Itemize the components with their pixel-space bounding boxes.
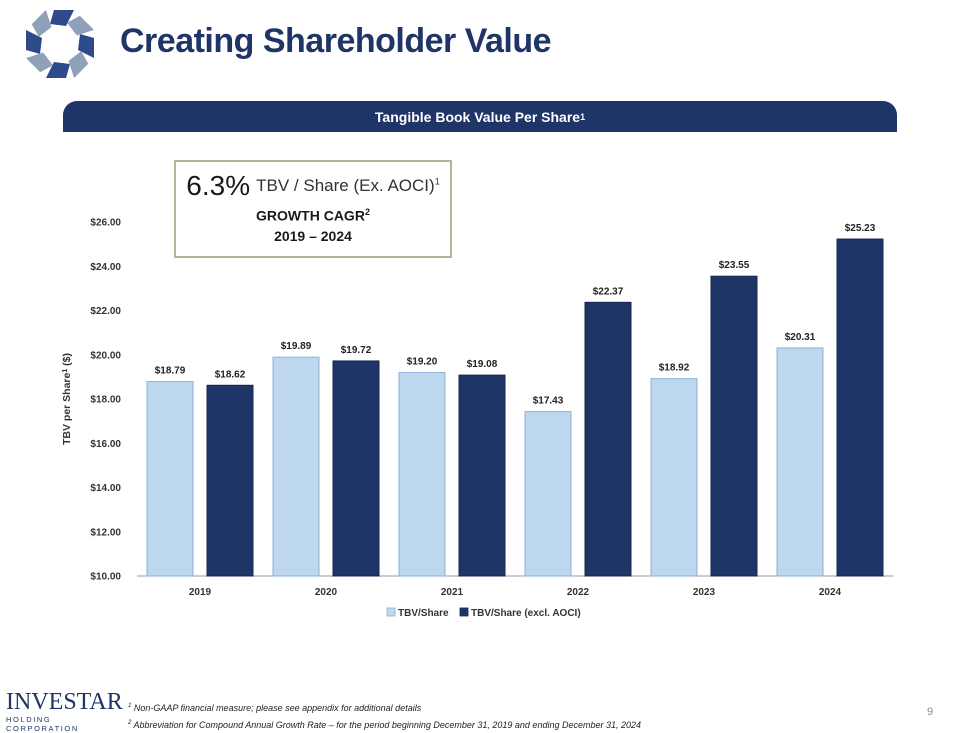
x-tick-label: 2024 xyxy=(819,587,842,598)
bar-tbv-2021 xyxy=(398,371,446,577)
footer-brand-logo: INVESTAR HOLDING CORPORATION xyxy=(6,689,126,733)
section-banner: Tangible Book Value Per Share 1 xyxy=(63,101,897,132)
x-tick-label: 2023 xyxy=(693,587,716,598)
y-tick-label: $18.00 xyxy=(90,395,121,406)
bar-tbv-excl-aoci-2021 xyxy=(458,374,506,577)
footer-brand-name: INVESTAR xyxy=(6,689,123,715)
y-axis-title: TBV per Share1 ($) xyxy=(61,353,73,445)
footnote-1-mark: 1 xyxy=(128,703,132,709)
y-tick-label: $20.00 xyxy=(90,350,121,361)
bar-tbv-2022 xyxy=(524,411,572,577)
bar-value-label: $19.89 xyxy=(281,341,312,352)
x-tick-label: 2022 xyxy=(567,587,590,598)
cagr-callout-box: 6.3% TBV / Share (Ex. AOCI)1 GROWTH CAGR2… xyxy=(174,160,452,258)
y-tick-label: $14.00 xyxy=(90,483,121,494)
bar-value-label: $20.31 xyxy=(785,332,816,343)
x-tick-label: 2019 xyxy=(189,587,212,598)
cagr-growth-mark: 2 xyxy=(364,207,370,217)
y-tick-label: $12.00 xyxy=(90,527,121,538)
bar-value-label: $18.92 xyxy=(659,363,690,374)
cagr-growth-text: GROWTH CAGR xyxy=(256,207,365,224)
y-tick-label: $24.00 xyxy=(90,262,121,273)
footnote-2-text: Abbreviation for Compound Annual Growth … xyxy=(133,720,642,730)
x-tick-label: 2021 xyxy=(441,587,464,598)
bar-value-label: $25.23 xyxy=(845,223,876,234)
banner-text: Tangible Book Value Per Share xyxy=(374,108,581,125)
cagr-metric-mark: 1 xyxy=(434,176,440,187)
y-tick-label: $26.00 xyxy=(90,218,121,229)
footnotes: 1 Non-GAAP financial measure; please see… xyxy=(128,699,641,733)
bar-value-label: $23.55 xyxy=(719,260,750,271)
y-tick-label: $10.00 xyxy=(90,572,121,583)
footnote-1: 1 Non-GAAP financial measure; please see… xyxy=(128,699,641,716)
bar-value-label: $22.37 xyxy=(593,286,624,297)
legend-label: TBV/Share xyxy=(398,608,449,619)
footnote-2-mark: 2 xyxy=(128,720,132,726)
bar-tbv-2020 xyxy=(272,356,320,577)
legend-swatch-tbv xyxy=(386,607,396,617)
x-tick-label: 2020 xyxy=(315,587,338,598)
cagr-metric-text: TBV / Share (Ex. AOCI) xyxy=(256,176,435,195)
bar-value-label: $19.20 xyxy=(407,356,438,367)
bar-tbv-excl-aoci-2022 xyxy=(584,301,632,577)
bar-tbv-excl-aoci-2019 xyxy=(206,384,254,577)
bar-value-label: $19.08 xyxy=(467,359,498,370)
bar-tbv-excl-aoci-2024 xyxy=(836,238,884,577)
bar-value-label: $17.43 xyxy=(533,396,564,407)
bar-value-label: $18.62 xyxy=(215,369,246,380)
page-title: Creating Shareholder Value xyxy=(120,22,552,60)
legend-swatch-tbv-excl-aoci xyxy=(459,607,469,617)
y-tick-label: $16.00 xyxy=(90,439,121,450)
bar-tbv-2023 xyxy=(650,378,698,577)
bar-tbv-2019 xyxy=(146,381,194,577)
bar-value-label: $19.72 xyxy=(341,345,372,356)
cagr-percent: 6.3% xyxy=(186,170,251,201)
bar-tbv-2024 xyxy=(776,347,824,577)
page-number: 9 xyxy=(927,706,934,718)
bar-value-label: $18.79 xyxy=(155,366,186,377)
bar-tbv-excl-aoci-2023 xyxy=(710,275,758,577)
company-logo-icon xyxy=(26,10,94,78)
cagr-growth-label: GROWTH CAGR2 xyxy=(176,202,450,226)
y-tick-label: $22.00 xyxy=(90,306,121,317)
legend-label: TBV/Share (excl. AOCI) xyxy=(471,608,581,619)
cagr-period: 2019 – 2024 xyxy=(274,227,352,244)
footer-brand-subtitle: HOLDING CORPORATION xyxy=(6,715,79,733)
bar-tbv-excl-aoci-2020 xyxy=(332,360,380,577)
banner-footnote-mark: 1 xyxy=(580,111,586,122)
cagr-metric-label: TBV / Share (Ex. AOCI)1 xyxy=(256,176,440,195)
footnote-1-text: Non-GAAP financial measure; please see a… xyxy=(133,703,422,713)
footnote-2: 2 Abbreviation for Compound Annual Growt… xyxy=(128,716,641,733)
